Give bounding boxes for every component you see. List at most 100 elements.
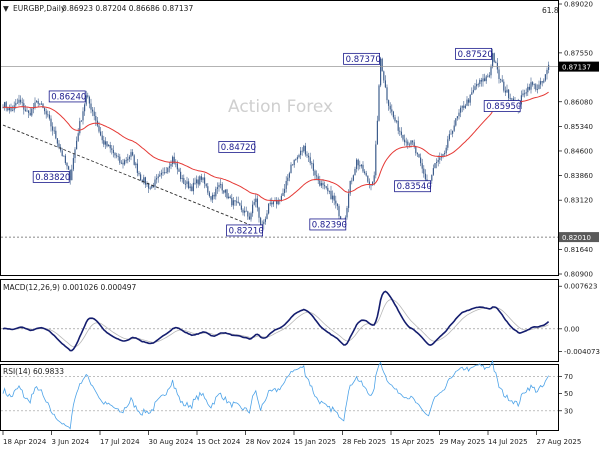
candle-body [31,108,33,116]
candle-body [77,133,79,141]
candle-body [242,209,244,213]
rsi-layer [1,359,558,430]
candle-body [82,111,84,121]
candle-body [460,107,462,113]
candle-body [548,64,550,70]
price-annotation: 0.82210 [229,226,264,236]
candle-body [312,163,314,171]
candle-body [484,78,486,82]
candle-body [144,177,146,185]
price-badge-label: 0.87137 [562,64,591,72]
candle-body [213,194,215,197]
candle-body [493,53,495,62]
macd-axis-label: 0.00 [564,325,580,333]
candle-body [520,95,522,105]
candle-body [381,58,383,72]
candle-body [133,155,135,165]
candle-body [280,195,282,202]
candle-body [12,110,14,112]
price-axis-label: 0.87550 [564,49,593,57]
candle-body [541,81,543,83]
candle-body [128,156,130,159]
candle-body [477,84,479,85]
candle-body [66,163,68,167]
candle-body [215,188,217,197]
candle-body [535,84,537,90]
candle-body [346,207,348,218]
candle-body [111,148,113,150]
date-axis-label: 27 Aug 2025 [537,438,582,446]
date-axis-label: 14 Jul 2025 [488,438,528,446]
candle-body [112,149,114,154]
candle-body [212,194,214,200]
candle-body [524,93,526,95]
price-annotation: 0.86240 [51,92,86,102]
candle-body [362,164,364,172]
candle-body [359,165,361,167]
candle-body [53,130,55,132]
candle-body [85,95,87,105]
candle-body [101,135,103,141]
candle-body [303,145,305,152]
candle-body [498,69,500,80]
candle-body [56,138,58,144]
candle-body [295,159,297,160]
candle-body [256,198,258,208]
candle-body [450,133,452,135]
candle-body [210,196,212,200]
rsi-axis-label: 30 [564,407,573,415]
candle-body [16,102,18,104]
candle-body [471,92,473,95]
candle-body [290,164,292,174]
price-axis-label: 0.83120 [564,197,593,205]
date-axis-label: 28 Nov 2024 [246,438,291,446]
candle-body [186,181,188,185]
candle-body [90,103,92,110]
price-badge [559,61,599,72]
rsi-line [2,359,549,430]
candle-body [301,150,303,152]
candle-body [392,111,394,118]
candle-body [104,141,106,145]
candle-body [228,196,230,199]
candle-body [114,153,116,156]
candle-body [69,169,71,181]
candle-body [71,169,73,181]
candle-body [7,108,9,111]
candle-body [276,200,278,205]
candle-body [416,153,418,155]
candle-body [173,156,175,164]
candle-body [151,185,153,188]
candle-body [322,183,324,186]
candle-body [264,218,266,222]
candle-body [348,193,350,208]
candle-body [165,172,167,174]
candle-body [148,183,150,189]
candle-body [389,105,391,110]
candle-body [237,201,239,204]
candle-body [55,130,57,139]
candle-body [207,186,209,193]
candle-body [191,186,193,192]
candle-body [132,152,134,156]
candle-body [316,175,318,177]
candle-body [405,141,407,143]
candle-body [476,84,478,87]
menu-arrow-icon[interactable]: ▼ [3,4,9,13]
candle-body [325,186,327,188]
rsi-panel [0,364,559,431]
candle-body [319,180,321,186]
candle-body [538,84,540,90]
candle-body [391,109,393,112]
candle-body [511,98,513,100]
candle-body [357,159,359,166]
candle-body [277,199,279,205]
candle-body [32,107,34,109]
candle-body [28,110,30,113]
candle-body [29,112,31,116]
candle-body [474,86,476,91]
candle-body [506,89,508,93]
candle-body [522,93,524,96]
candle-body [88,96,90,104]
candle-body [445,147,447,154]
